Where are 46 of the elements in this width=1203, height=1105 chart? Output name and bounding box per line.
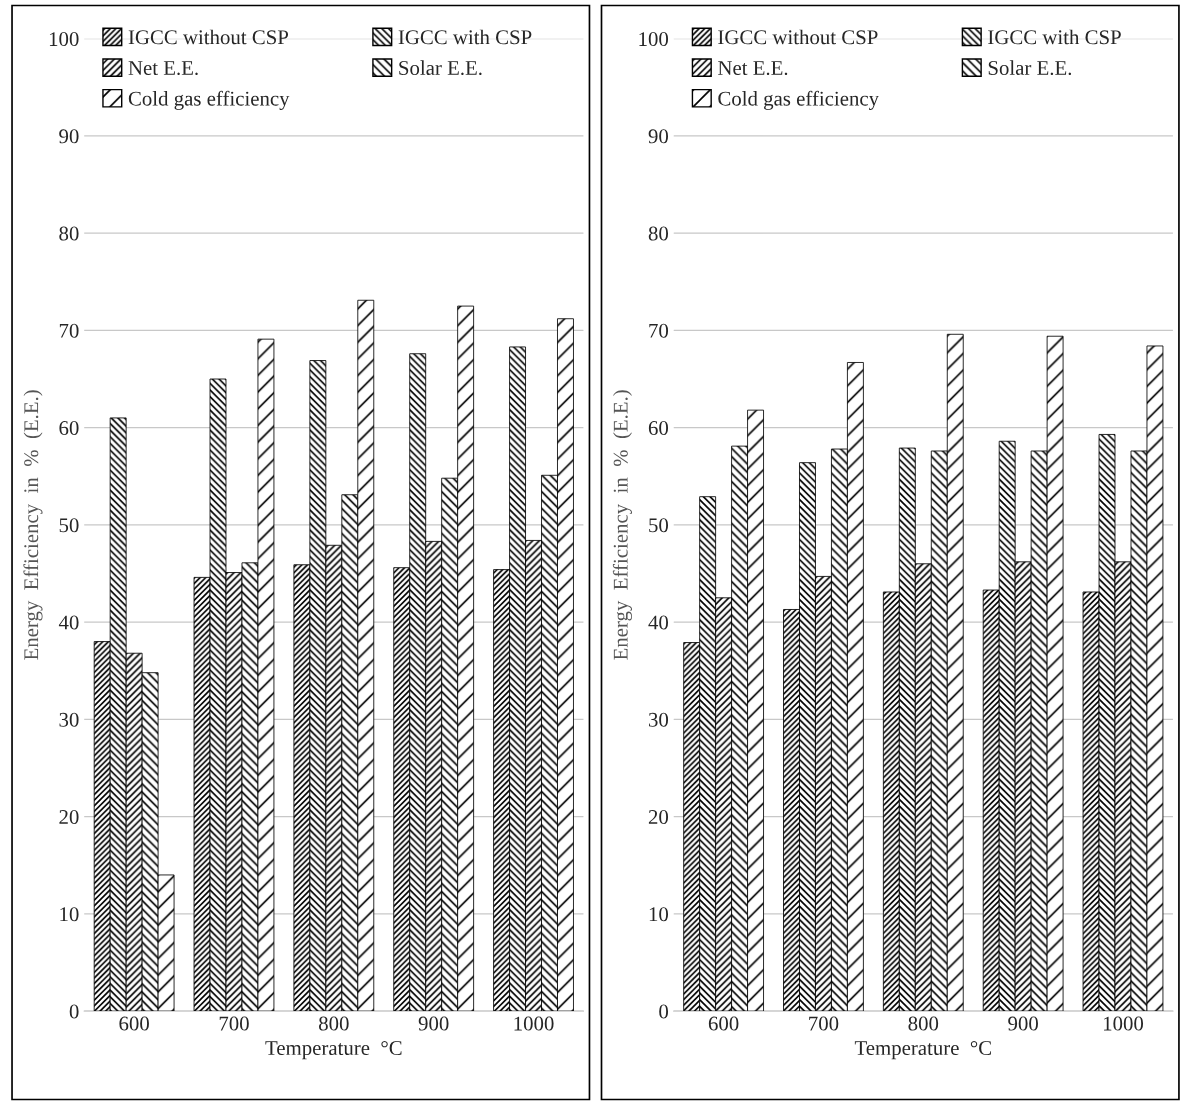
x-tick-label: 700 <box>219 1016 249 1031</box>
y-tick-label: 70 <box>649 323 669 338</box>
x-tick-label: 1000 <box>514 1016 554 1031</box>
y-tick-label: 80 <box>648 226 669 241</box>
y-tick-label: 90 <box>59 129 79 144</box>
y-tick-label: 60 <box>59 421 79 436</box>
y-tick-label: 0 <box>659 1004 669 1019</box>
y-tick-label: 30 <box>648 712 669 727</box>
legend-label: Cold gas efficiency <box>718 90 879 110</box>
legend-label: Net E.E. <box>718 61 788 76</box>
y-tick-label: 20 <box>648 809 669 825</box>
legend-label: IGCC without CSP <box>718 29 878 45</box>
y-axis-title: Energy Efficiency in % (E.E.) <box>612 390 633 660</box>
y-tick-label: 90 <box>648 129 669 144</box>
legend-label: Net E.E. <box>128 61 198 76</box>
x-tick-label: 800 <box>319 1016 349 1031</box>
legend-label: Solar E.E. <box>399 60 482 76</box>
legend-label: IGCC with CSP <box>988 29 1121 45</box>
y-tick-label: 80 <box>59 226 79 241</box>
y-tick-label: 30 <box>59 712 79 727</box>
y-tick-label: 40 <box>648 615 669 630</box>
y-tick-label: 40 <box>58 615 79 630</box>
x-tick-label: 600 <box>708 1016 739 1031</box>
x-tick-label: 1000 <box>1104 1016 1144 1031</box>
y-axis-title: Energy Efficiency in % (E.E.) <box>23 390 43 660</box>
y-tick-label: 50 <box>59 518 79 533</box>
x-tick-label: 900 <box>418 1016 449 1031</box>
y-tick-label: 60 <box>648 421 669 436</box>
x-tick-label: 900 <box>1008 1016 1038 1031</box>
x-tick-label: 800 <box>908 1016 939 1031</box>
x-tick-label: 700 <box>809 1016 839 1031</box>
y-tick-label: 20 <box>59 809 79 825</box>
legend-label: Cold gas efficiency <box>128 90 290 110</box>
y-tick-label: 50 <box>649 518 669 533</box>
y-tick-label: 10 <box>649 907 669 922</box>
legend-label: IGCC without CSP <box>128 29 289 45</box>
y-tick-label: 100 <box>639 32 669 47</box>
x-axis-title: Temperature °C <box>265 1040 402 1060</box>
legend-label: IGCC with CSP <box>398 29 532 45</box>
x-tick-label: 600 <box>119 1016 149 1031</box>
y-tick-label: 100 <box>49 32 79 47</box>
y-tick-label: 10 <box>60 907 79 922</box>
y-tick-label: 70 <box>59 323 79 338</box>
legend-label: Solar E.E. <box>988 60 1072 76</box>
x-axis-title: Temperature °C <box>854 1040 991 1060</box>
y-tick-label: 0 <box>69 1004 79 1019</box>
